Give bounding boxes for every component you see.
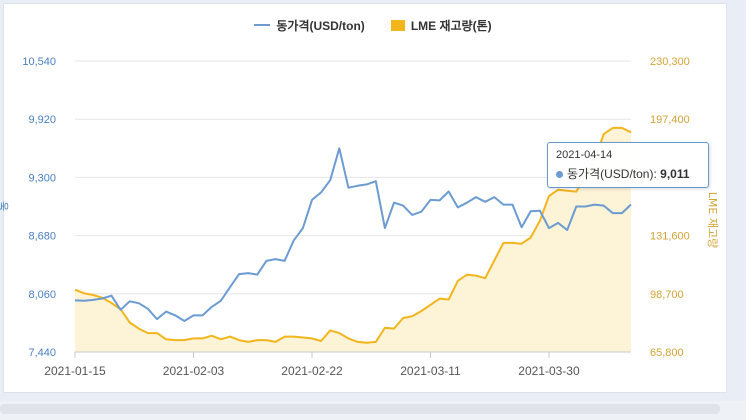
price-series-line: [74, 147, 632, 322]
y-right-tick-label: 230,300: [650, 56, 690, 68]
x-tick-label: 2021-03-11: [400, 364, 461, 378]
y-right-tick-label: 65,800: [650, 347, 684, 359]
y-right-axis-title: LME 재고량: [706, 192, 719, 248]
legend-item-stock[interactable]: LME 재고량(톤): [390, 15, 492, 35]
legend-price-label: 동가격(USD/ton): [276, 18, 365, 33]
chart-legend: 동가격(USD/ton) LME 재고량(톤): [0, 15, 746, 35]
tooltip-series-dot: [556, 171, 563, 178]
tooltip-date: 2021-04-14: [556, 149, 613, 161]
legend-item-price[interactable]: 동가격(USD/ton): [254, 15, 365, 35]
y-right-tick-label: 98,700: [650, 289, 684, 301]
y-left-tick-label: 7,440: [28, 347, 56, 359]
legend-stock-label: LME 재고량(톤): [410, 18, 492, 33]
x-tick-label: 2021-02-22: [281, 364, 343, 378]
y-left-tick-label: 10,540: [22, 56, 56, 68]
stock-area-fill: [75, 127, 631, 353]
y-left-tick-label: 8,680: [28, 231, 56, 243]
tooltip-value: 9,011: [660, 167, 690, 181]
stock-series-line: [74, 126, 632, 344]
tooltip-row: 동가격(USD/ton): 9,011: [556, 165, 690, 182]
x-tick-label: 2021-02-03: [163, 364, 225, 378]
y-left-tick-label: 9,920: [28, 114, 56, 126]
y-right-tick-label: 197,400: [650, 114, 690, 126]
chart-tooltip: 2021-04-14 동가격(USD/ton): 9,011: [547, 142, 709, 188]
scrollbar-thumb[interactable]: [0, 404, 720, 414]
legend-price-swatch: [254, 24, 271, 26]
y-left-axis-title: 동: [0, 201, 10, 211]
legend-stock-swatch: [390, 19, 405, 31]
x-tick-label: 2021-01-15: [44, 364, 106, 378]
y-right-tick-label: 131,600: [650, 231, 690, 243]
tooltip-series-label: 동가격(USD/ton):: [567, 167, 657, 181]
x-tick-label: 2021-03-30: [518, 364, 580, 378]
y-left-tick-label: 9,300: [28, 172, 56, 184]
y-left-tick-label: 8,060: [28, 289, 56, 301]
